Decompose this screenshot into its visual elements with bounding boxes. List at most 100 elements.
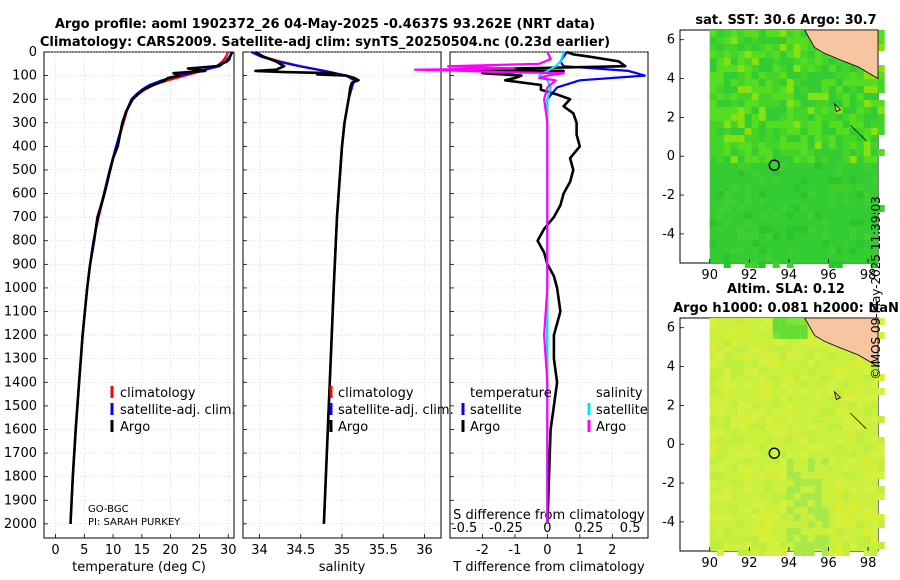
map-cell bbox=[723, 346, 731, 353]
map-x-tick-label: 98 bbox=[860, 268, 877, 283]
map-cell bbox=[765, 226, 773, 233]
map-cell bbox=[863, 191, 871, 198]
map-cell bbox=[849, 219, 857, 226]
map-cell bbox=[716, 367, 724, 374]
map-cell bbox=[716, 542, 724, 549]
map-cell bbox=[772, 65, 780, 72]
map-cell bbox=[849, 135, 857, 142]
map-cell bbox=[800, 51, 808, 58]
map-cell bbox=[758, 325, 766, 332]
map-cell bbox=[751, 247, 759, 254]
map-cell bbox=[723, 149, 731, 156]
map-y-tick-label: 0 bbox=[667, 149, 675, 164]
map-cell bbox=[765, 395, 773, 402]
map-cell bbox=[828, 184, 836, 191]
map-cell bbox=[877, 444, 885, 451]
map-cell bbox=[737, 247, 745, 254]
map-cell bbox=[723, 395, 731, 402]
map-cell bbox=[730, 51, 738, 58]
map-cell bbox=[849, 79, 857, 86]
figure-title-line-1: Argo profile: aoml 1902372_26 04-May-202… bbox=[55, 17, 595, 32]
map-cell bbox=[828, 409, 836, 416]
map-cell bbox=[716, 528, 724, 535]
map-cell bbox=[716, 402, 724, 409]
map-cell bbox=[863, 542, 871, 549]
map-cell bbox=[751, 156, 759, 163]
map-cell bbox=[744, 219, 752, 226]
depth-tick-label: 600 bbox=[12, 187, 37, 202]
map-cell bbox=[835, 479, 843, 486]
map-cell bbox=[842, 542, 850, 549]
map-cell bbox=[800, 451, 808, 458]
map-cell bbox=[821, 521, 829, 528]
map-cell bbox=[786, 486, 794, 493]
map-cell bbox=[849, 395, 857, 402]
map-cell bbox=[765, 72, 773, 79]
map-cell bbox=[779, 458, 787, 465]
map-cell bbox=[751, 521, 759, 528]
map-cell bbox=[835, 184, 843, 191]
map-cell bbox=[786, 128, 794, 135]
map-cell bbox=[737, 149, 745, 156]
map-cell bbox=[772, 332, 780, 339]
map-cell bbox=[842, 93, 850, 100]
map-cell bbox=[779, 353, 787, 360]
map-y-tick-label: -4 bbox=[662, 227, 675, 242]
map-cell bbox=[814, 514, 822, 521]
map-cell bbox=[723, 205, 731, 212]
map-cell bbox=[807, 58, 815, 65]
map-cell bbox=[772, 395, 780, 402]
map-cell bbox=[807, 430, 815, 437]
sst-map-title: sat. SST: 30.6 Argo: 30.7 bbox=[695, 13, 876, 28]
temperature-legend: climatology satellite-adj. clim. Argo bbox=[110, 386, 236, 435]
x-tick-label: 34.5 bbox=[286, 543, 315, 558]
map-cell bbox=[821, 549, 829, 556]
map-cell bbox=[723, 353, 731, 360]
map-cell bbox=[723, 114, 731, 121]
map-y-tick-label: 4 bbox=[667, 72, 675, 87]
map-cell bbox=[751, 528, 759, 535]
map-cell bbox=[772, 86, 780, 93]
map-cell bbox=[751, 233, 759, 240]
map-cell bbox=[793, 542, 801, 549]
map-cell bbox=[828, 388, 836, 395]
map-x-tick-label: 92 bbox=[741, 556, 758, 571]
map-cell bbox=[863, 514, 871, 521]
map-cell bbox=[737, 79, 745, 86]
map-cell bbox=[751, 93, 759, 100]
map-cell bbox=[751, 135, 759, 142]
map-cell bbox=[786, 535, 794, 542]
map-cell bbox=[779, 332, 787, 339]
x-tick-label: 0 bbox=[51, 543, 59, 558]
map-cell bbox=[814, 93, 822, 100]
map-cell bbox=[821, 86, 829, 93]
map-cell bbox=[737, 114, 745, 121]
map-cell bbox=[786, 395, 794, 402]
map-cell bbox=[779, 205, 787, 212]
x-tick-label: -1 bbox=[508, 543, 521, 558]
map-cell bbox=[814, 128, 822, 135]
map-cell bbox=[821, 156, 829, 163]
map-cell bbox=[877, 65, 885, 72]
map-cell bbox=[814, 388, 822, 395]
map-cell bbox=[751, 409, 759, 416]
map-cell bbox=[758, 444, 766, 451]
map-cell bbox=[723, 528, 731, 535]
map-cell bbox=[772, 360, 780, 367]
map-cell bbox=[800, 65, 808, 72]
map-cell bbox=[709, 472, 717, 479]
map-cell bbox=[751, 507, 759, 514]
map-cell bbox=[772, 416, 780, 423]
map-cell bbox=[751, 79, 759, 86]
map-cell bbox=[744, 100, 752, 107]
map-cell bbox=[835, 549, 843, 556]
map-cell bbox=[807, 479, 815, 486]
map-cell bbox=[786, 332, 794, 339]
map-cell bbox=[737, 30, 745, 37]
map-cell bbox=[835, 500, 843, 507]
map-cell bbox=[751, 451, 759, 458]
map-cell bbox=[716, 430, 724, 437]
map-cell bbox=[730, 437, 738, 444]
map-cell bbox=[716, 65, 724, 72]
map-cell bbox=[744, 542, 752, 549]
